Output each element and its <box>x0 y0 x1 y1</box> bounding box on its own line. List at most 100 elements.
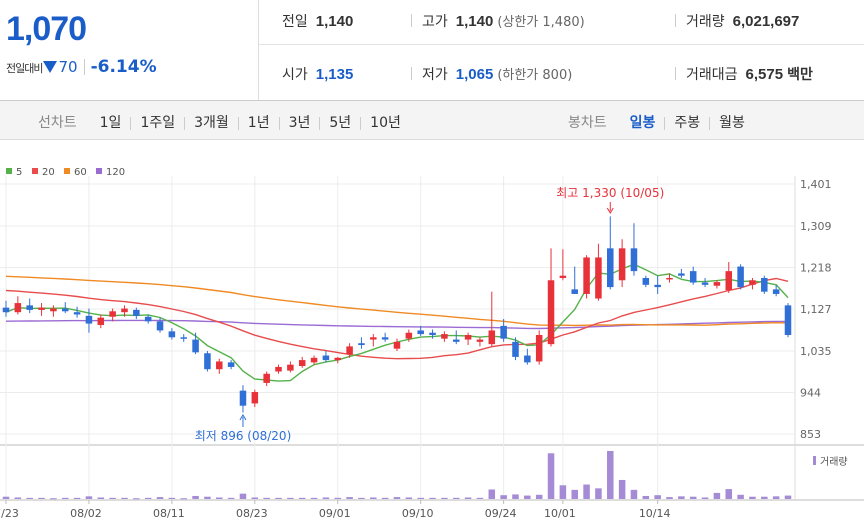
candle-chart-title: 봉차트 <box>568 115 607 131</box>
candle-body <box>26 305 33 310</box>
volume-bar <box>346 497 353 499</box>
volume-bar <box>298 497 306 499</box>
candle-body <box>583 257 590 294</box>
tab-1w[interactable]: 1주일 <box>130 116 184 130</box>
volume-bar <box>263 497 270 499</box>
candle-body <box>239 390 247 406</box>
x-tick-label: 08/11 <box>153 507 185 520</box>
divider <box>83 59 85 75</box>
candle-body <box>405 332 413 339</box>
candle-body <box>630 248 638 272</box>
tab-weekly[interactable]: 주봉 <box>664 116 709 130</box>
candle-body <box>2 307 10 313</box>
volume-bar <box>144 497 152 499</box>
line-chart-tabs: 선차트 1일 1주일 3개월 1년 3년 5년 10년 <box>38 112 410 132</box>
candle-body <box>370 337 377 340</box>
stat-value: 1,065 <box>455 66 494 83</box>
candle-body <box>654 284 661 288</box>
volume-bar <box>630 489 638 499</box>
candle-body <box>216 361 223 370</box>
volume-bar <box>192 495 199 499</box>
stat-prev-close: 전일 1,140 <box>282 11 353 31</box>
ma20-line <box>5 277 789 360</box>
candle-body <box>50 308 57 312</box>
stat-open: 시가 1,135 <box>282 64 353 84</box>
stats-panel <box>259 0 864 100</box>
tab-1d[interactable]: 1일 <box>99 115 122 131</box>
candle-body <box>97 317 105 325</box>
candle-body <box>701 282 709 285</box>
volume-bar <box>156 497 164 499</box>
volume-bar <box>701 497 709 499</box>
x-tick-label: 10/14 <box>639 507 671 520</box>
volume-bar <box>38 497 45 499</box>
candle-body <box>334 357 342 361</box>
candle-body <box>595 257 602 299</box>
volume-bar <box>133 498 140 500</box>
tab-monthly[interactable]: 월봉 <box>709 116 754 130</box>
candle-body <box>61 308 69 312</box>
high-price-annotation: 최고 1,330 (10/05) <box>556 186 664 200</box>
candle-body <box>772 289 780 294</box>
volume-bar <box>772 496 780 499</box>
candle-body <box>227 362 235 367</box>
volume-bar <box>666 497 673 499</box>
candle-body <box>689 271 697 283</box>
stat-value: 6,575 <box>745 66 784 83</box>
volume-bar <box>749 496 756 499</box>
legend-swatch <box>64 168 70 174</box>
volume-bar <box>275 497 282 499</box>
change-value: 70 <box>58 58 78 76</box>
candle-body <box>725 271 733 291</box>
candle-body <box>156 321 164 331</box>
tab-3y[interactable]: 3년 <box>278 116 320 130</box>
candle-body <box>535 335 543 362</box>
volume-bar <box>85 496 93 499</box>
tab-1y[interactable]: 1년 <box>237 116 279 130</box>
stat-low: 저가 1,065 (하한가 800) <box>422 64 572 84</box>
volume-bar <box>535 494 543 499</box>
tab-daily[interactable]: 일봉 <box>629 115 656 131</box>
volume-bar <box>227 497 235 499</box>
y-tick-label: 1,035 <box>800 345 832 358</box>
x-tick-label: 09/10 <box>402 507 434 520</box>
volume-bar <box>180 498 187 500</box>
x-tick-label: 09/24 <box>485 507 517 520</box>
candle-body <box>524 355 531 363</box>
volume-bar <box>370 497 377 499</box>
volume-bar <box>595 488 602 499</box>
legend-swatch <box>6 168 12 174</box>
tab-5y[interactable]: 5년 <box>319 116 360 130</box>
candle-body <box>547 280 555 345</box>
volume-bar <box>14 497 22 499</box>
candle-body <box>784 305 792 336</box>
stat-value: 1,135 <box>315 66 354 83</box>
legend-label: 20 <box>42 167 55 178</box>
volume-bar <box>61 497 69 499</box>
tab-3m[interactable]: 3개월 <box>184 116 238 130</box>
low-price-annotation: 최저 896 (08/20) <box>195 429 292 443</box>
volume-bar <box>737 494 744 499</box>
stat-high: 고가 1,140 (상한가 1,480) <box>422 11 585 31</box>
quote-header: 1,070 전일대비 70 -6.14% 전일 1,140 고가 1,140 (상한가 1… <box>0 0 864 101</box>
change-label: 전일대비 <box>6 62 43 75</box>
volume-bar <box>121 497 128 499</box>
candle-body <box>251 392 259 404</box>
volume-bar <box>452 497 460 499</box>
volume-bar <box>512 494 519 499</box>
legend-swatch <box>32 168 38 174</box>
volume-bar <box>524 495 531 499</box>
candle-body <box>144 316 152 322</box>
candle-body <box>192 339 199 353</box>
volume-bar <box>488 489 496 499</box>
candle-body <box>121 308 128 313</box>
volume-bar <box>784 495 792 499</box>
volume-bar <box>109 497 116 499</box>
candle-body <box>381 337 389 340</box>
candle-body <box>464 335 472 340</box>
lower-limit: (하한가 800) <box>497 68 573 83</box>
volume-bar <box>287 497 294 499</box>
volume-bar <box>713 492 721 499</box>
legend-label: 60 <box>74 167 87 178</box>
tab-10y[interactable]: 10년 <box>360 116 410 130</box>
